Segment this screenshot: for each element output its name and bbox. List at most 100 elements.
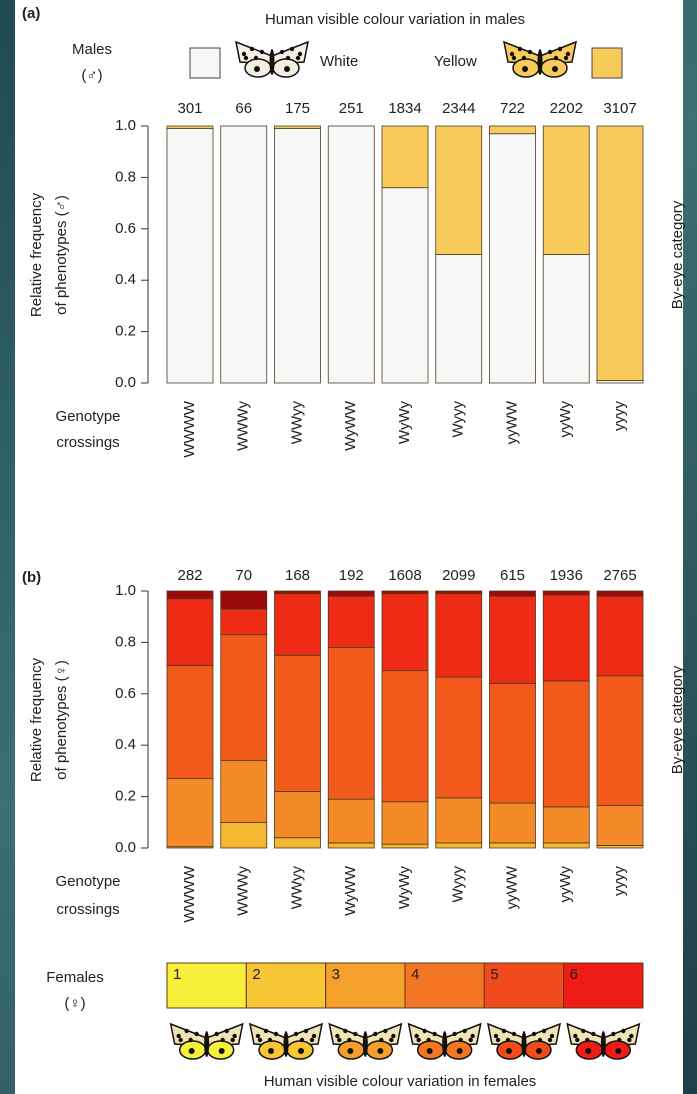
bar-segment (436, 677, 482, 798)
wing-spot (591, 1032, 595, 1036)
wing-spot (312, 1034, 316, 1038)
legend-label: 1 (173, 966, 181, 983)
bar-segment (597, 126, 643, 380)
bar-segment (167, 599, 213, 666)
wing-spot (528, 50, 532, 54)
y-axis-label: of phenotypes (♂) (53, 195, 70, 315)
body (522, 1031, 527, 1057)
wing-spot (379, 1038, 383, 1042)
x-tick-label: yyyy (611, 866, 628, 897)
wing-spot (458, 1038, 462, 1042)
wing-spot (548, 1038, 552, 1042)
body (442, 1031, 447, 1057)
wing-spot (422, 1029, 426, 1033)
bar-count: 66 (235, 100, 252, 117)
bar-segment (328, 591, 374, 596)
bar-segment (221, 591, 267, 609)
bar-segment (382, 844, 428, 848)
legend-title: Males (72, 41, 112, 58)
wing-spot (629, 1034, 633, 1038)
wing-spot (343, 1029, 347, 1033)
x-tick-label: yyWW (503, 400, 520, 444)
wing-spot (373, 1032, 377, 1036)
wing-spot (617, 1038, 621, 1042)
y-tick-label: 0.6 (115, 220, 136, 237)
wing-spot (426, 1038, 430, 1042)
y-tick-label: 0.2 (115, 788, 136, 805)
wing-spot (242, 52, 246, 56)
wing-spot (264, 1029, 268, 1033)
bar-segment (275, 791, 321, 837)
body (601, 1031, 606, 1057)
wing-spot (457, 1048, 463, 1054)
bar-segment (167, 779, 213, 847)
bar-segment (275, 129, 321, 383)
x-tick-label: yyyy (611, 401, 628, 432)
wing-spot (347, 1038, 351, 1042)
wing-spot (542, 1029, 546, 1033)
bar-segment (275, 655, 321, 791)
bar-segment (221, 635, 267, 761)
wing-spot (581, 1029, 585, 1033)
wing-spot (550, 1034, 554, 1038)
panel-label: (a) (22, 5, 40, 22)
x-tick-label: WWyy (288, 401, 305, 445)
wing-spot (452, 1032, 456, 1036)
legend-label: 2 (252, 966, 260, 983)
bar-segment (328, 596, 374, 647)
bar-count: 1608 (388, 567, 421, 584)
bar-segment (328, 126, 374, 383)
body (538, 49, 543, 75)
bar-count: 3107 (603, 100, 636, 117)
y-tick-label: 0.6 (115, 685, 136, 702)
bar-segment (436, 126, 482, 255)
chart-title: Human visible colour variation in female… (264, 1073, 537, 1090)
wing-spot (290, 47, 294, 51)
y-tick-label: 0.4 (115, 271, 136, 288)
wing-spot (621, 1029, 625, 1033)
bar-segment (490, 591, 536, 596)
legend-symbol: (♂) (81, 67, 102, 84)
wing-spot (510, 52, 514, 56)
x-tick-label: Wyyy (450, 866, 467, 903)
side-label: By-eye category (669, 665, 686, 774)
body (363, 1031, 368, 1057)
bar-segment (275, 838, 321, 848)
bar-count: 2099 (442, 567, 475, 584)
wing-spot (389, 1038, 393, 1042)
bar-segment (275, 126, 321, 129)
wing-spot (522, 56, 526, 60)
wing-spot (391, 1034, 395, 1038)
wing-spot (310, 1038, 314, 1042)
y-axis-label: Relative frequency (28, 657, 45, 782)
wing-spot (468, 1038, 472, 1042)
wing-spot (337, 1038, 341, 1042)
x-tick-label: yyWW (503, 865, 520, 909)
bar-segment (597, 676, 643, 806)
bar-segment (221, 126, 267, 383)
bar-count: 168 (285, 567, 310, 584)
bar-count: 251 (339, 100, 364, 117)
wing-spot (254, 56, 258, 60)
x-tick-label: WWWy (235, 401, 252, 451)
bar-segment (436, 843, 482, 848)
bar-count: 615 (500, 567, 525, 584)
x-tick-label: yyWy (557, 401, 574, 438)
body (270, 49, 275, 75)
x-tick-label: WyWW (342, 400, 359, 451)
y-axis-label: of phenotypes (♀) (53, 660, 70, 780)
wing-spot (298, 52, 302, 56)
legend-label: Yellow (434, 53, 477, 70)
bar-count: 722 (500, 100, 525, 117)
wing-spot (470, 1034, 474, 1038)
bar-segment (167, 666, 213, 779)
y-tick-label: 0.8 (115, 633, 136, 650)
wing-spot (294, 1032, 298, 1036)
wing-spot (522, 66, 528, 72)
x-axis-label: Genotype (55, 408, 120, 425)
bar-segment (436, 594, 482, 678)
bar-count: 1834 (388, 100, 421, 117)
bar-segment (382, 591, 428, 594)
wing-spot (532, 1032, 536, 1036)
wing-spot (194, 1032, 198, 1036)
